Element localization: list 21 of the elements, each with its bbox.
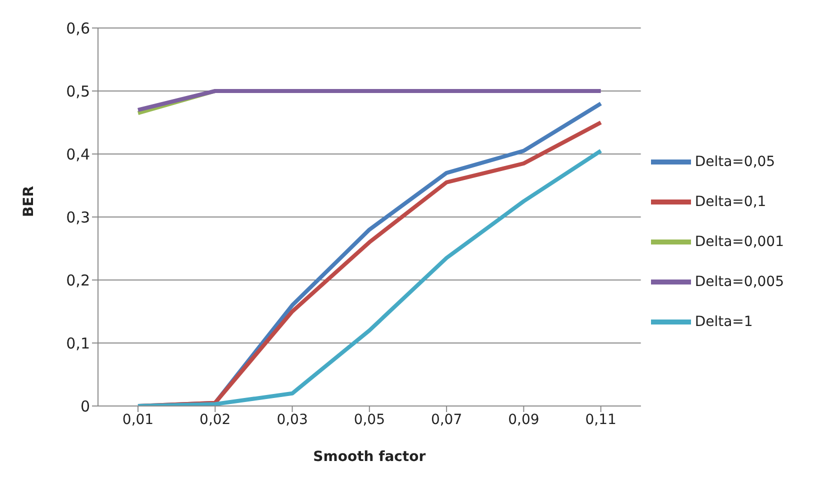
- legend-label: Delta=1: [694, 314, 753, 330]
- x-tick-label: 0,02: [200, 412, 231, 428]
- x-tick-label: 0,05: [354, 412, 385, 428]
- x-tick-label: 0,11: [585, 412, 616, 428]
- x-axis-title: Smooth factor: [313, 449, 426, 465]
- y-tick-label: 0: [80, 397, 90, 416]
- y-tick-label: 0,6: [66, 19, 90, 38]
- legend-label: Delta=0,05: [694, 154, 776, 170]
- x-tick-label: 0,07: [430, 412, 462, 428]
- legend-label: Delta=0,005: [694, 274, 784, 290]
- x-tick-label: 0,09: [508, 412, 540, 428]
- y-tick-label: 0,3: [66, 208, 90, 226]
- y-tick-label: 0,2: [66, 271, 90, 290]
- y-tick-label: 0,1: [66, 334, 90, 352]
- y-tick-label: 0,4: [66, 145, 90, 164]
- x-tick-label: 0,03: [276, 412, 308, 428]
- legend-label: Delta=0,1: [694, 194, 766, 210]
- x-tick-label: 0,01: [122, 412, 154, 428]
- y-axis-title: BER: [20, 186, 37, 217]
- y-tick-label: 0,5: [66, 82, 90, 100]
- legend-label: Delta=0,001: [694, 234, 784, 250]
